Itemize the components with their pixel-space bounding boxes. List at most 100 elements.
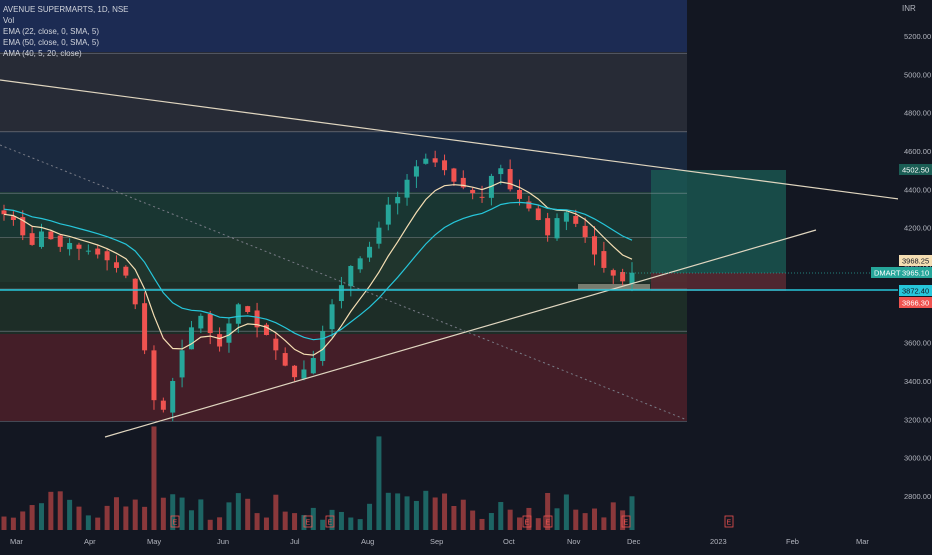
earnings-event-marker[interactable]: E	[724, 515, 734, 528]
price-tick-label: 3400.00	[904, 377, 931, 386]
earnings-event-marker[interactable]: E	[170, 515, 180, 528]
time-tick-label: Dec	[627, 537, 641, 546]
svg-text:4502.50: 4502.50	[902, 166, 929, 175]
candle	[601, 251, 607, 268]
earnings-event-marker[interactable]: E	[303, 515, 313, 528]
volume-bar	[245, 498, 251, 530]
candle	[563, 212, 569, 222]
svg-text:E: E	[624, 520, 629, 527]
volume-bar	[470, 510, 476, 530]
candle	[273, 338, 279, 351]
volume-bar	[273, 494, 279, 530]
volume-bar	[573, 509, 579, 530]
volume-bar	[179, 497, 185, 530]
volume-bar	[67, 499, 73, 530]
price-tick-label: 2800.00	[904, 492, 931, 501]
legend-ama[interactable]: AMA (40, 5, 20, close)	[3, 49, 82, 58]
earnings-event-marker[interactable]: E	[325, 515, 335, 528]
svg-text:E: E	[328, 520, 333, 527]
volume-bar	[254, 513, 260, 530]
volume-bar	[10, 517, 16, 530]
candle	[367, 246, 373, 258]
volume-bar	[170, 494, 176, 530]
volume-bar	[460, 499, 466, 530]
candle	[170, 381, 176, 413]
earnings-event-marker[interactable]: E	[543, 515, 553, 528]
candle	[57, 235, 63, 247]
zone-blue-top	[0, 0, 687, 52]
time-tick-label: Aug	[361, 537, 374, 546]
volume-bar	[357, 519, 363, 530]
volume-bar	[423, 490, 429, 530]
volume-bar	[132, 499, 138, 530]
candle	[338, 285, 344, 302]
target-tag: 4502.50	[899, 164, 932, 175]
time-axis[interactable]: Mar Apr May Jun Jul Aug Sep Oct Nov Dec 2023 Feb Mar	[10, 537, 869, 546]
candle	[329, 304, 335, 330]
candle	[188, 327, 194, 350]
volume-bar	[57, 491, 63, 530]
time-tick-label: Jun	[217, 537, 229, 546]
candle	[385, 204, 391, 225]
volume-bar	[545, 492, 551, 530]
candle	[526, 201, 532, 209]
legend-ema22[interactable]: EMA (22, close, 0, SMA, 5)	[3, 27, 100, 36]
candle	[198, 315, 204, 329]
ema50-line	[3, 201, 633, 341]
candle	[554, 218, 560, 239]
candle	[507, 169, 513, 190]
volume-bar	[282, 511, 288, 530]
volume-bar	[198, 499, 204, 530]
candle	[29, 233, 35, 245]
candle	[629, 272, 635, 284]
volume-bar	[338, 511, 344, 530]
svg-text:E: E	[546, 520, 551, 527]
volume-bar	[385, 492, 391, 530]
candle	[610, 270, 616, 276]
candle	[235, 304, 241, 324]
candle	[207, 314, 213, 334]
svg-text:DMART: DMART	[874, 269, 901, 278]
entry-marker	[578, 284, 650, 290]
candle	[38, 231, 44, 247]
candle	[423, 158, 429, 164]
candle	[357, 258, 363, 270]
volume-bar	[292, 513, 298, 530]
chart-legend[interactable]: AVENUE SUPERMARTS, 1D, NSE Vol EMA (22, …	[3, 4, 129, 59]
candle	[254, 310, 260, 328]
candle	[432, 158, 438, 163]
candle	[535, 208, 541, 220]
legend-ema50[interactable]: EMA (50, close, 0, SMA, 5)	[3, 38, 100, 47]
candle	[123, 266, 129, 276]
volume-bar	[507, 509, 513, 530]
earnings-event-marker[interactable]: E	[522, 515, 532, 528]
candle	[48, 231, 54, 240]
candle	[573, 215, 579, 224]
volume-bar	[517, 517, 523, 530]
candle	[413, 166, 419, 177]
earnings-event-marker[interactable]: E	[621, 515, 631, 528]
svg-text:E: E	[727, 520, 732, 527]
legend-vol[interactable]: Vol	[3, 16, 15, 25]
volume-bar	[76, 506, 82, 530]
time-tick-label: Jul	[290, 537, 300, 546]
candle	[67, 243, 73, 250]
time-axis-bg[interactable]	[0, 531, 932, 550]
candle	[301, 369, 307, 379]
svg-text:3872.40: 3872.40	[902, 287, 929, 296]
svg-text:E: E	[525, 520, 530, 527]
time-tick-label: Sep	[430, 537, 443, 546]
candle	[310, 358, 316, 374]
candle	[20, 217, 26, 236]
volume-bar	[432, 497, 438, 530]
candle	[582, 225, 588, 238]
candle	[620, 272, 626, 282]
price-tick-label: 4800.00	[904, 109, 931, 118]
symbol-title[interactable]: AVENUE SUPERMARTS, 1D, NSE	[3, 5, 129, 14]
candle	[592, 236, 598, 255]
volume-bar	[620, 510, 626, 530]
volume-bar	[563, 494, 569, 530]
candle	[282, 353, 288, 366]
